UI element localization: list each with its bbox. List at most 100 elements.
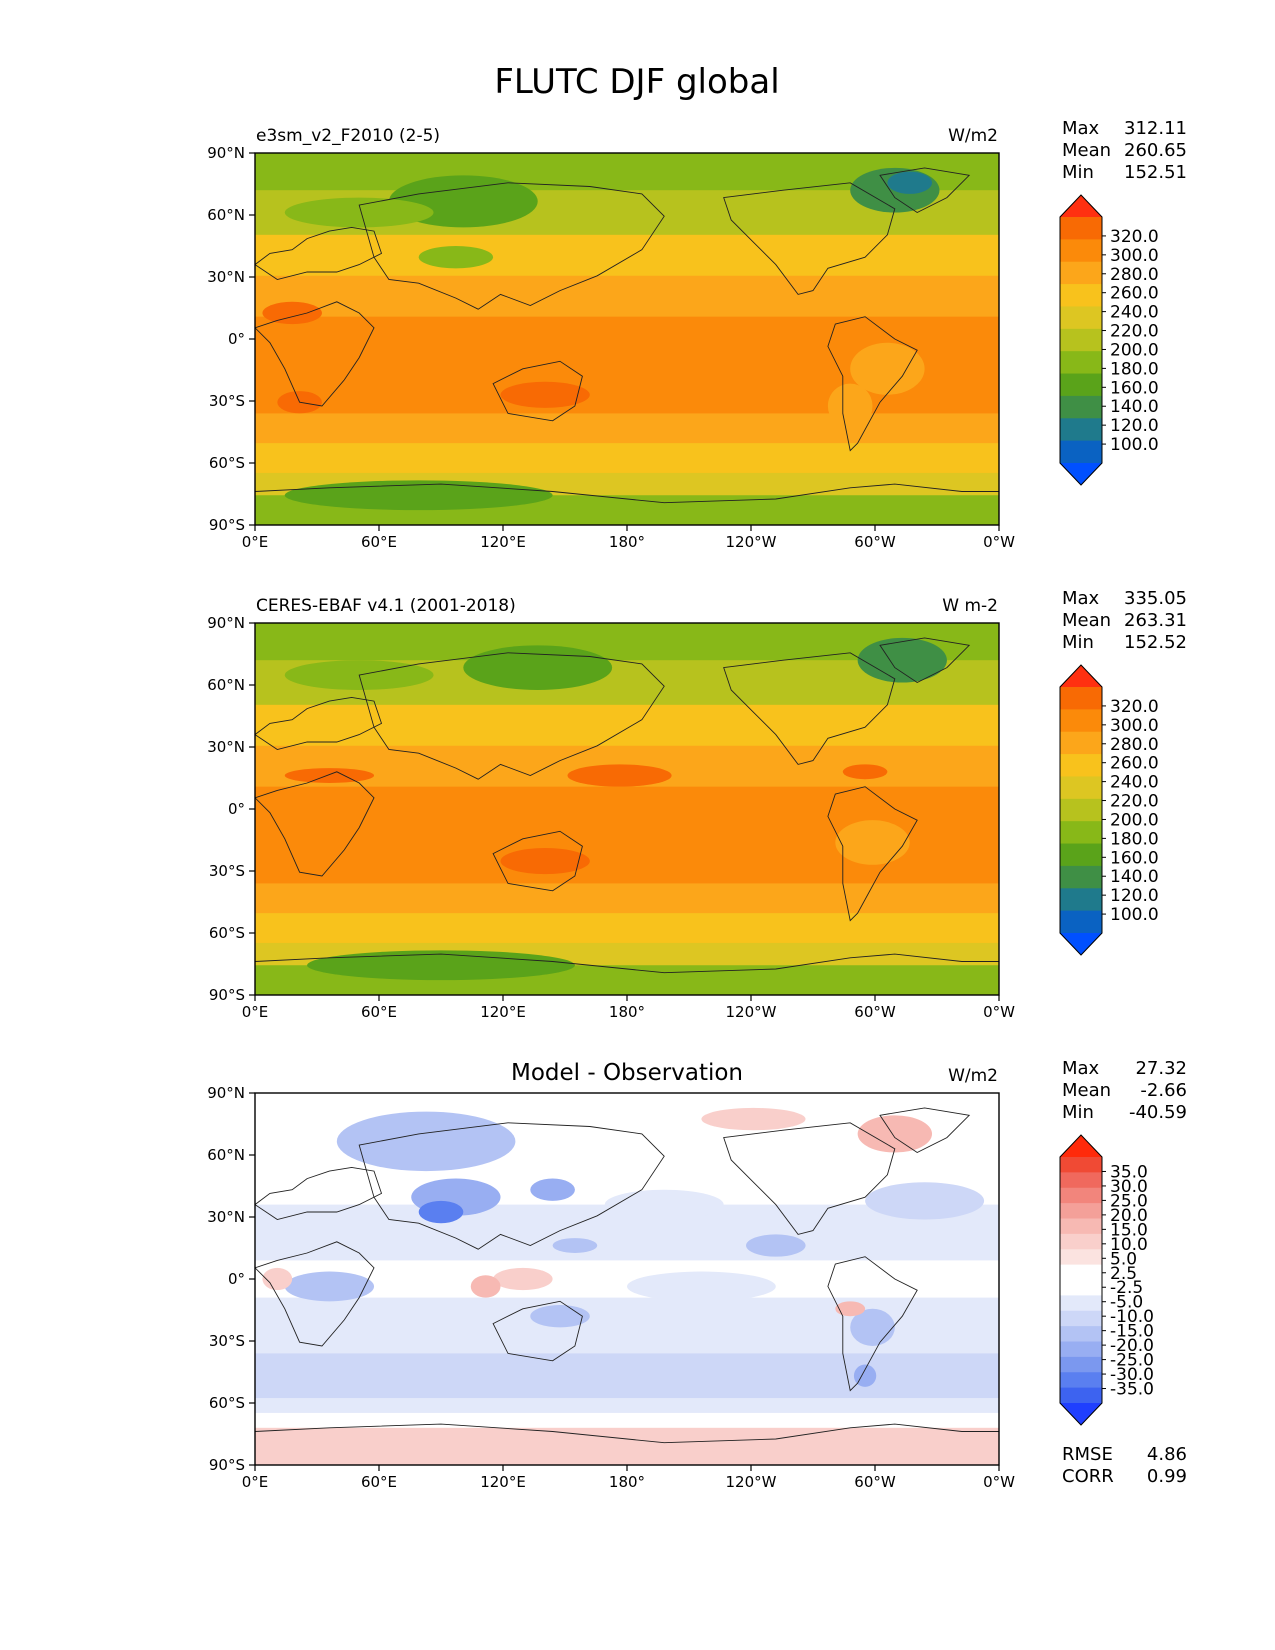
contour-region bbox=[284, 197, 434, 228]
stat-min-value: -40.59 bbox=[1129, 1102, 1187, 1123]
y-tick-label: 30°S bbox=[209, 1332, 245, 1350]
colorbar-tick-label: 100.0 bbox=[1110, 905, 1159, 925]
x-tick-label: 120°E bbox=[480, 1473, 526, 1491]
coastline bbox=[255, 696, 383, 750]
contour-region bbox=[284, 1271, 375, 1302]
colorbar-tick-label: 120.0 bbox=[1110, 886, 1159, 906]
x-tick-label: 0°W bbox=[983, 1473, 1015, 1491]
y-axis: 90°N 60°N 30°N 0° 30°S 60°S 90°S bbox=[207, 1084, 255, 1474]
contour-region bbox=[835, 820, 910, 865]
colorbar-tick-label: -10.0 bbox=[1110, 1307, 1154, 1327]
coastline bbox=[723, 182, 896, 295]
colorbar-segment bbox=[1060, 328, 1102, 352]
colorbar-segment bbox=[1060, 1203, 1102, 1219]
colorbar-tick-label: -15.0 bbox=[1110, 1322, 1154, 1342]
panel-title: Model - Observation bbox=[511, 1060, 743, 1086]
x-tick-label: 0°W bbox=[983, 1003, 1015, 1021]
y-tick-label: 30°N bbox=[207, 1208, 245, 1226]
contour-region bbox=[865, 1182, 985, 1220]
coastline bbox=[879, 1107, 971, 1154]
colorbar-segment bbox=[1060, 239, 1102, 263]
contour-band bbox=[255, 275, 999, 318]
contour-band bbox=[255, 883, 999, 914]
colorbar-segment bbox=[1060, 754, 1102, 777]
contour-region bbox=[284, 480, 553, 511]
colorbar-tick-label: 25.0 bbox=[1110, 1191, 1148, 1211]
contour-region bbox=[470, 1275, 501, 1298]
contour-band bbox=[255, 443, 999, 474]
contour-region bbox=[567, 764, 672, 787]
coastline bbox=[358, 1122, 665, 1250]
stat-min-label: Min bbox=[1062, 162, 1094, 183]
x-tick-label: 60°W bbox=[854, 533, 896, 551]
contour-region bbox=[500, 381, 590, 408]
stat-max-value: 335.05 bbox=[1124, 588, 1187, 609]
colorbar-segment bbox=[1060, 306, 1102, 330]
contour-region bbox=[493, 1267, 553, 1291]
contour-region bbox=[262, 301, 322, 325]
colorbar-segment bbox=[1060, 1310, 1102, 1327]
y-tick-label: 60°N bbox=[207, 1146, 245, 1164]
colorbar-tick-label: 5.0 bbox=[1110, 1249, 1137, 1269]
contour-region bbox=[284, 768, 375, 783]
map-difference bbox=[255, 1093, 999, 1465]
colorbar-segment bbox=[1060, 1341, 1102, 1358]
stat-min-label: Min bbox=[1062, 632, 1094, 653]
y-tick-label: 0° bbox=[228, 800, 245, 818]
contour-region bbox=[552, 1238, 598, 1253]
y-tick-label: 60°S bbox=[209, 454, 245, 472]
colorbar-segment bbox=[1060, 1372, 1102, 1389]
colorbar-segment bbox=[1060, 1233, 1102, 1250]
y-tick-label: 30°S bbox=[209, 392, 245, 410]
y-tick-label: 90°N bbox=[207, 144, 245, 162]
colorbar-tick-label: 260.0 bbox=[1110, 754, 1159, 774]
stat-mean-label: Mean bbox=[1062, 1080, 1111, 1101]
colorbar-tick-label: 320.0 bbox=[1110, 697, 1159, 717]
panel-observation: CERES-EBAF v4.1 (2001-2018) W m-2 90°N 60… bbox=[207, 588, 1187, 1021]
colorbar-segment bbox=[1060, 1356, 1102, 1373]
x-tick-label: 120°W bbox=[726, 533, 777, 551]
colorbar-tick-label: 220.0 bbox=[1110, 322, 1159, 342]
contour-region bbox=[500, 848, 590, 875]
colorbar-tick-label: 30.0 bbox=[1110, 1177, 1148, 1197]
x-tick-label: 60°E bbox=[361, 1473, 397, 1491]
contour-region bbox=[850, 342, 925, 395]
y-tick-label: 30°N bbox=[207, 268, 245, 286]
colorbar-extend-max bbox=[1060, 665, 1102, 687]
contour-band bbox=[255, 704, 999, 747]
colorbar-segment bbox=[1060, 1264, 1102, 1281]
colorbar-outline bbox=[1059, 1134, 1103, 1426]
colorbar-tick-label: 35.0 bbox=[1110, 1162, 1148, 1182]
colorbar-segment bbox=[1060, 1326, 1102, 1342]
contour-band bbox=[255, 413, 999, 444]
colorbar-tick-label: 180.0 bbox=[1110, 359, 1159, 379]
coastline bbox=[723, 652, 896, 765]
y-tick-label: 90°S bbox=[209, 516, 245, 534]
panel-model: e3sm_v2_F2010 (2-5) W/m2 90°N 60°N 30°N 0° 3… bbox=[207, 118, 1187, 551]
coastline bbox=[255, 483, 999, 504]
x-tick-label: 0°E bbox=[242, 1003, 269, 1021]
coastlines bbox=[255, 167, 999, 504]
coastline bbox=[827, 786, 918, 922]
colorbar-extend-min bbox=[1060, 463, 1102, 485]
contour-region bbox=[530, 1305, 590, 1328]
stat-max-value: 312.11 bbox=[1124, 118, 1187, 139]
stats-block: Max 27.32 Mean -2.66 Min -40.59 bbox=[1062, 1058, 1187, 1123]
x-tick-label: 60°W bbox=[854, 1473, 896, 1491]
x-axis: 0°E 60°E 120°E 180° 120°W 60°W 0°W bbox=[242, 525, 1015, 551]
coastline bbox=[879, 167, 971, 214]
colorbar-segment bbox=[1060, 776, 1102, 800]
rmse-value: 4.86 bbox=[1147, 1444, 1187, 1465]
stats-block: Max 312.11 Mean 260.65 Min 152.51 bbox=[1062, 118, 1187, 183]
colorbar-segment bbox=[1060, 798, 1102, 822]
colorbar-tick-label: 180.0 bbox=[1110, 829, 1159, 849]
y-tick-label: 0° bbox=[228, 1270, 245, 1288]
coastline bbox=[255, 301, 375, 407]
y-tick-label: 90°S bbox=[209, 986, 245, 1004]
contour-region bbox=[857, 1115, 933, 1153]
map-observation bbox=[255, 623, 999, 995]
y-tick-label: 60°N bbox=[207, 206, 245, 224]
colorbar-tick-label: 280.0 bbox=[1110, 265, 1159, 285]
rmse-label: RMSE bbox=[1062, 1444, 1113, 1465]
stat-mean-value: 263.31 bbox=[1124, 610, 1187, 631]
